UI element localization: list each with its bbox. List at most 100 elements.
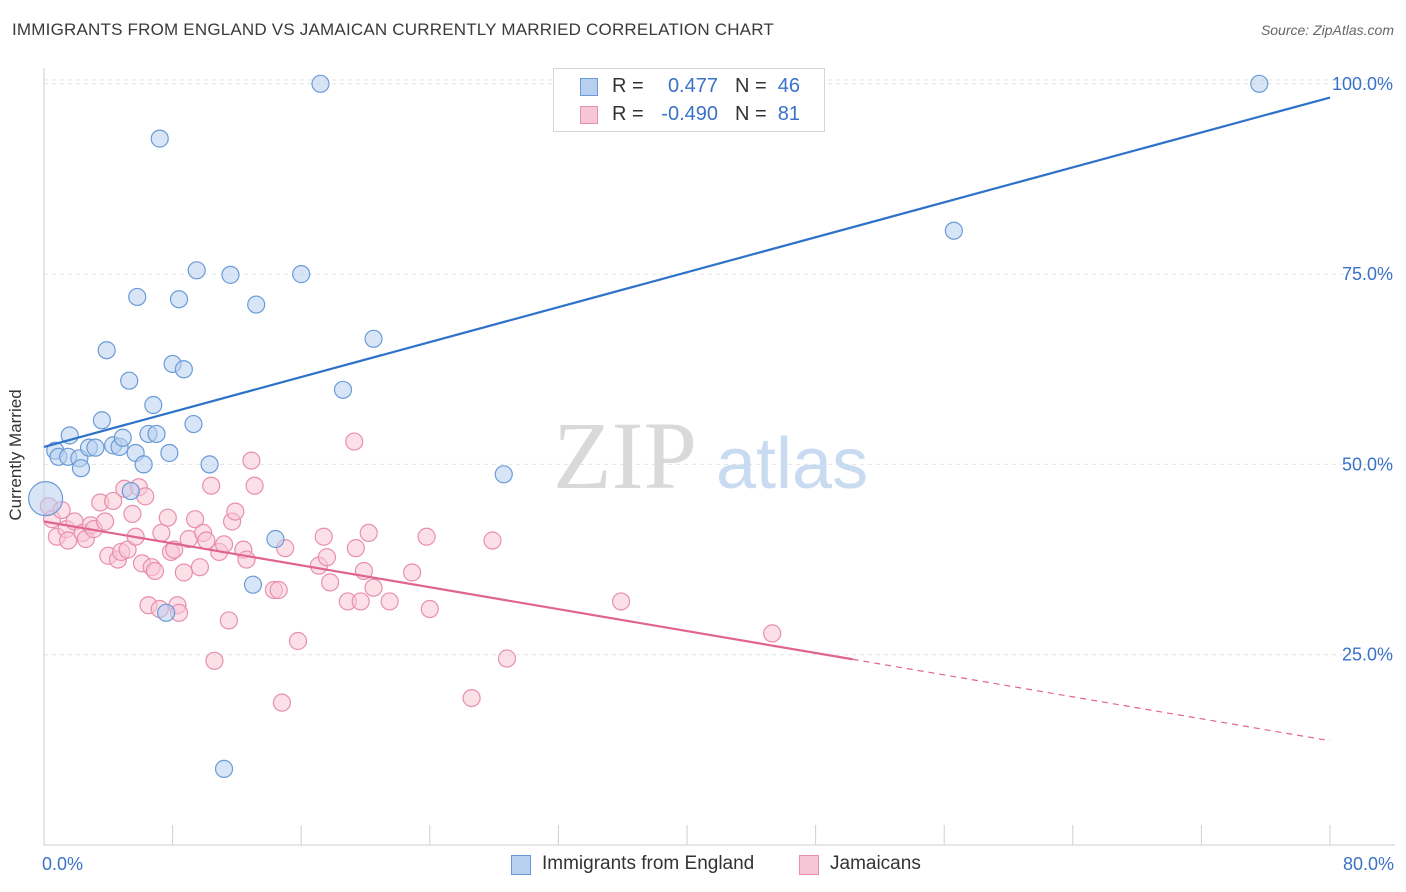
data-point-jamaicans xyxy=(145,561,165,581)
data-point-england xyxy=(147,424,166,444)
data-point-england xyxy=(1250,74,1269,93)
series-jamaicans xyxy=(39,432,782,712)
data-point-jamaicans xyxy=(403,563,422,582)
legend-swatch-blue xyxy=(580,78,598,96)
data-point-england xyxy=(184,414,203,434)
trend-line-jamaicans xyxy=(43,520,853,661)
watermark-zip: ZIP xyxy=(553,402,697,509)
legend-label: Jamaicans xyxy=(830,853,921,874)
trend-lines xyxy=(43,96,1331,742)
y-tick-label: 100.0% xyxy=(1332,74,1393,94)
y-tick-label: 25.0% xyxy=(1342,645,1393,665)
legend-label: Immigrants from England xyxy=(542,853,755,874)
data-point-jamaicans xyxy=(237,550,256,569)
data-point-jamaicans xyxy=(611,592,631,611)
data-point-england xyxy=(243,575,263,594)
data-point-jamaicans xyxy=(152,523,171,543)
data-point-england xyxy=(221,265,240,284)
data-point-england xyxy=(247,295,266,314)
data-point-jamaicans xyxy=(380,592,399,611)
data-point-england xyxy=(86,438,105,457)
data-point-jamaicans xyxy=(314,527,333,546)
data-point-jamaicans xyxy=(95,512,115,531)
data-point-jamaicans xyxy=(364,578,383,597)
data-point-england xyxy=(128,287,147,307)
r-value: -0.490 xyxy=(661,103,718,125)
n-value: 81 xyxy=(777,103,800,125)
trend-line-england xyxy=(43,96,1331,448)
data-point-jamaicans xyxy=(288,631,308,651)
source-label: Source: ZipAtlas.com xyxy=(1260,22,1394,38)
data-point-england xyxy=(292,265,311,284)
data-point-england xyxy=(121,481,140,501)
r-value: 0.477 xyxy=(667,75,718,97)
data-point-england xyxy=(169,290,189,309)
x-tick-label: 0.0% xyxy=(42,854,83,874)
data-point-jamaicans xyxy=(462,688,481,708)
data-point-england xyxy=(92,411,111,430)
chart-title: IMMIGRANTS FROM ENGLAND VS JAMAICAN CURR… xyxy=(12,20,774,39)
data-point-jamaicans xyxy=(190,558,210,577)
axes xyxy=(43,68,1395,846)
data-point-england xyxy=(200,455,219,474)
y-tick-labels: 25.0% 50.0% 75.0% 100.0% xyxy=(1332,74,1393,665)
data-point-jamaicans xyxy=(272,693,292,712)
data-point-jamaicans xyxy=(118,540,137,559)
data-point-jamaicans xyxy=(763,624,782,643)
data-point-jamaicans xyxy=(417,527,436,546)
watermark-atlas: atlas xyxy=(716,424,868,504)
data-point-jamaicans xyxy=(321,573,340,592)
data-point-england xyxy=(113,428,132,447)
data-point-england xyxy=(174,360,193,379)
data-point-england xyxy=(28,481,64,517)
data-point-england xyxy=(160,443,179,463)
watermark: ZIP atlas xyxy=(553,402,868,509)
data-point-jamaicans xyxy=(174,563,193,582)
y-axis-label: Currently Married xyxy=(6,389,25,521)
data-point-jamaicans xyxy=(346,539,365,558)
data-point-jamaicans xyxy=(359,523,378,543)
r-label: R = xyxy=(612,75,644,97)
data-point-jamaicans xyxy=(420,599,439,619)
data-point-england xyxy=(214,759,234,778)
data-point-england xyxy=(150,129,169,148)
x-tick-labels: 0.0% 80.0% xyxy=(42,854,1394,874)
data-point-england xyxy=(134,455,153,474)
data-point-jamaicans xyxy=(483,531,502,550)
legend-row-england: R = 0.477 N = 46 xyxy=(554,73,824,101)
y-tick-label: 75.0% xyxy=(1342,264,1393,284)
data-point-jamaicans xyxy=(269,580,288,600)
data-point-england xyxy=(266,529,285,549)
data-point-jamaicans xyxy=(245,476,264,495)
n-label: N = xyxy=(735,75,767,97)
legend-swatch-pink xyxy=(799,855,819,875)
data-point-england xyxy=(71,459,91,478)
data-point-jamaicans xyxy=(59,531,78,550)
data-point-england xyxy=(311,74,330,93)
data-point-jamaicans xyxy=(317,548,337,567)
n-value: 46 xyxy=(777,75,800,97)
data-point-jamaicans xyxy=(226,502,245,521)
data-point-england xyxy=(144,395,163,415)
data-point-england xyxy=(97,341,116,360)
y-tick-label: 50.0% xyxy=(1342,454,1393,474)
trend-line-jamaicans-extension xyxy=(852,658,1331,742)
data-point-jamaicans xyxy=(104,491,123,511)
series-immigrants-from-england xyxy=(28,74,1269,778)
data-point-england xyxy=(187,261,206,280)
data-point-jamaicans xyxy=(242,451,261,470)
x-tick-label: 80.0% xyxy=(1343,854,1394,874)
r-label: R = xyxy=(612,103,644,125)
data-point-jamaicans xyxy=(351,592,370,611)
data-point-jamaicans xyxy=(205,651,224,670)
data-point-jamaicans xyxy=(158,508,177,527)
data-point-jamaicans xyxy=(345,432,364,451)
correlation-legend: R = 0.477 N = 46 R = -0.490 N = 81 xyxy=(553,68,825,132)
n-label: N = xyxy=(735,103,767,125)
data-point-jamaicans xyxy=(202,476,221,495)
legend-swatch-pink xyxy=(580,106,598,124)
data-point-jamaicans xyxy=(186,510,205,529)
data-point-england xyxy=(120,371,139,390)
series-legend: Immigrants from England Jamaicans xyxy=(0,852,1406,878)
